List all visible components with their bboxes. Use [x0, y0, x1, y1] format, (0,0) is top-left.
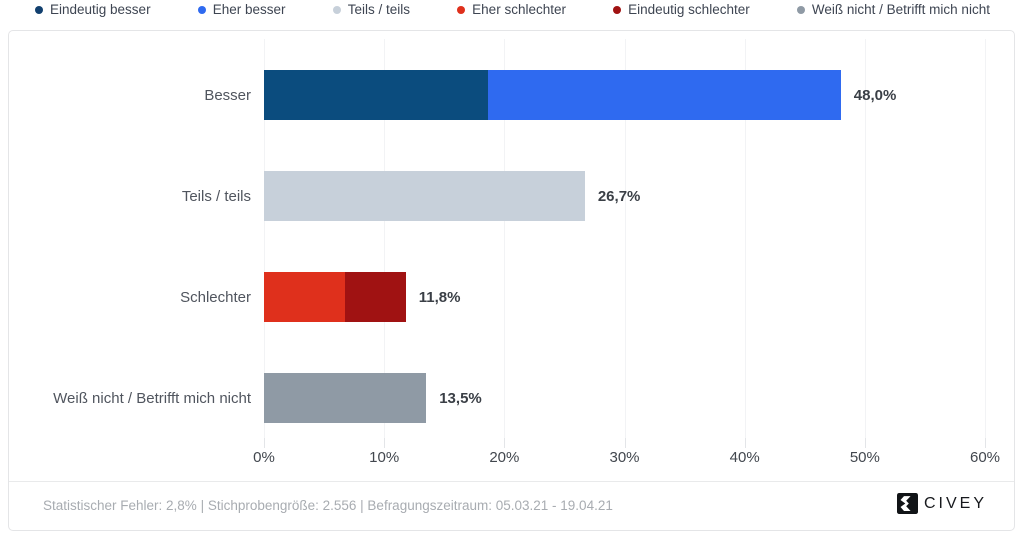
civey-logo: CIVEY: [896, 493, 987, 514]
legend-label: Eher schlechter: [472, 2, 566, 17]
gridline: [384, 39, 386, 448]
legend-item: Eher besser: [197, 2, 286, 17]
legend-dot-icon: [457, 5, 466, 14]
axis-tick: [264, 438, 265, 448]
gridline: [504, 39, 506, 448]
category-label: Besser: [204, 86, 251, 104]
legend-label: Eher besser: [212, 2, 286, 17]
x-axis-tick-label: 60%: [969, 449, 1001, 466]
legend-dot-icon: [332, 5, 341, 14]
legend-dot-icon: [613, 5, 622, 14]
x-axis-tick-label: 20%: [489, 449, 520, 466]
legend-dot-icon: [796, 5, 805, 14]
bar-segment: [264, 171, 585, 221]
axis-tick: [985, 438, 986, 448]
gridline: [624, 39, 626, 448]
bar-segment: [264, 70, 488, 120]
category-label: Weiß nicht / Betrifft mich nicht: [53, 389, 251, 407]
bar-segment: [264, 272, 345, 322]
bar-row: [264, 171, 985, 221]
legend-item: Eindeutig besser: [35, 2, 151, 17]
x-axis-tick-label: 30%: [609, 449, 640, 466]
civey-logo-text: CIVEY: [923, 495, 987, 512]
legend-item: Teils / teils: [332, 2, 410, 17]
bar-row: [264, 373, 985, 423]
legend-label: Teils / teils: [347, 2, 410, 17]
bar-row: [264, 272, 985, 322]
gridline: [864, 39, 866, 448]
x-axis-tick-label: 40%: [729, 449, 760, 466]
axis-tick: [384, 438, 386, 448]
axis-tick: [744, 438, 746, 448]
civey-logo-icon: [896, 493, 918, 514]
axis-tick: [624, 438, 626, 448]
chart-body: 0% 10% 20% 30% 40% 50% 60% 48,0% 26,7% 11,8% 13,5%…: [9, 31, 1014, 471]
gridline: [264, 39, 265, 448]
footer-divider: [9, 481, 1014, 482]
bar-segment: [487, 70, 841, 120]
x-axis-tick-label: 10%: [369, 449, 400, 466]
bar-segment: [264, 373, 427, 423]
x-axis-tick-label: 0%: [253, 449, 275, 466]
bar-row: [264, 70, 985, 120]
bar-segment: [344, 272, 406, 322]
bar-value-label: 48,0%: [853, 86, 897, 104]
axis-tick: [864, 438, 866, 448]
category-label: Schlechter: [180, 288, 251, 306]
legend-label: Eindeutig schlechter: [628, 2, 750, 17]
legend-item: Eindeutig schlechter: [613, 2, 750, 17]
legend-dot-icon: [197, 5, 206, 14]
bar-value-label: 11,8%: [418, 288, 461, 306]
gridline: [744, 39, 746, 448]
category-label: Teils / teils: [181, 187, 251, 205]
footer-stats: Statistischer Fehler: 2,8% | Stichproben…: [43, 498, 613, 513]
legend-label: Eindeutig besser: [50, 2, 151, 17]
x-axis-tick-label: 50%: [849, 449, 880, 466]
legend-item: Eher schlechter: [457, 2, 566, 17]
legend-label: Weiß nicht / Betrifft mich nicht: [811, 2, 990, 17]
plot-area: 0% 10% 20% 30% 40% 50% 60% 48,0% 26,7% 11,8% 13,5%: [253, 31, 1000, 471]
chart-card: 0% 10% 20% 30% 40% 50% 60% 48,0% 26,7% 11,8% 13,5%…: [8, 30, 1015, 531]
axis-tick: [504, 438, 506, 448]
legend-item: Weiß nicht / Betrifft mich nicht: [796, 2, 990, 17]
gridline: [985, 39, 986, 448]
bar-value-label: 13,5%: [439, 389, 482, 407]
legend-dot-icon: [35, 5, 43, 14]
bar-value-label: 26,7%: [597, 187, 641, 205]
chart-legend: Eindeutig besser Eher besser Teils / teils…: [35, 0, 990, 19]
